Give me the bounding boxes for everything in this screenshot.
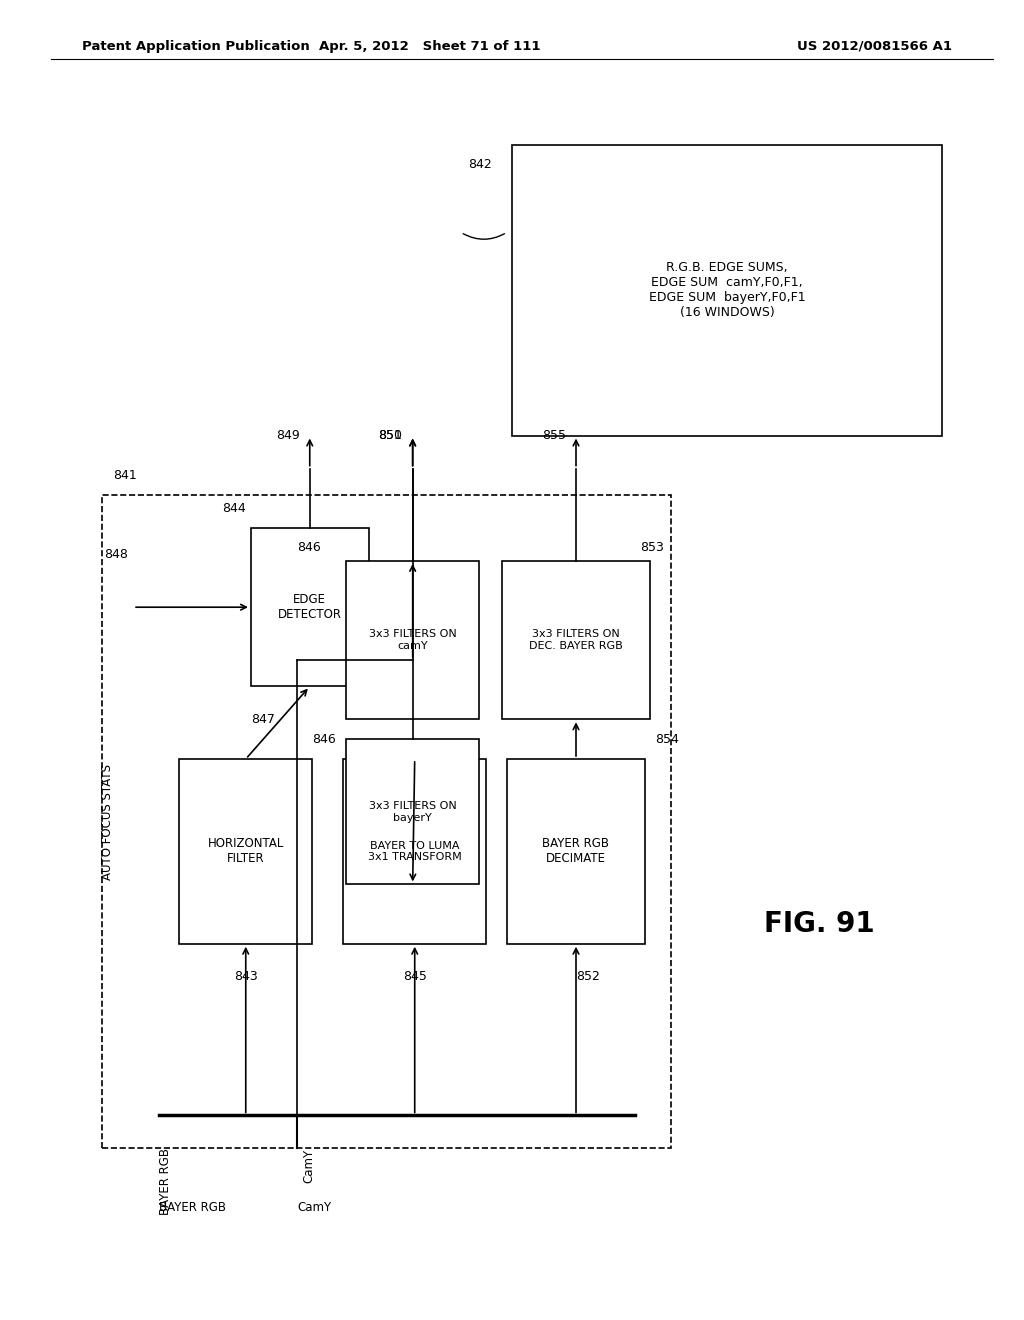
- Text: CamY: CamY: [302, 1148, 315, 1183]
- FancyBboxPatch shape: [343, 759, 486, 944]
- Text: 847: 847: [251, 713, 274, 726]
- FancyBboxPatch shape: [512, 145, 942, 436]
- FancyBboxPatch shape: [507, 759, 645, 944]
- Text: 846: 846: [312, 733, 336, 746]
- Text: Patent Application Publication: Patent Application Publication: [82, 40, 309, 53]
- Text: AUTO FOCUS STATS: AUTO FOCUS STATS: [101, 764, 114, 879]
- Text: 848: 848: [104, 548, 128, 561]
- Text: R.G.B. EDGE SUMS,
EDGE SUM  camY,F0,F1,
EDGE SUM  bayerY,F0,F1
(16 WINDOWS): R.G.B. EDGE SUMS, EDGE SUM camY,F0,F1, E…: [649, 261, 805, 319]
- FancyBboxPatch shape: [502, 561, 650, 719]
- FancyBboxPatch shape: [251, 528, 369, 686]
- FancyBboxPatch shape: [179, 759, 312, 944]
- Text: BAYER RGB
DECIMATE: BAYER RGB DECIMATE: [543, 837, 609, 866]
- Text: 854: 854: [655, 733, 679, 746]
- Text: 845: 845: [402, 970, 427, 983]
- Text: Apr. 5, 2012   Sheet 71 of 111: Apr. 5, 2012 Sheet 71 of 111: [319, 40, 541, 53]
- Text: 842: 842: [468, 158, 492, 172]
- Text: 843: 843: [233, 970, 258, 983]
- FancyBboxPatch shape: [102, 495, 671, 1148]
- FancyBboxPatch shape: [346, 561, 479, 719]
- Text: 3x3 FILTERS ON
camY: 3x3 FILTERS ON camY: [369, 630, 457, 651]
- FancyBboxPatch shape: [346, 739, 479, 884]
- Text: 849: 849: [275, 429, 299, 442]
- Text: 855: 855: [542, 429, 565, 442]
- Text: BAYER RGB: BAYER RGB: [159, 1148, 172, 1216]
- Text: 850: 850: [379, 429, 402, 442]
- Text: HORIZONTAL
FILTER: HORIZONTAL FILTER: [208, 837, 284, 866]
- Text: 851: 851: [379, 429, 402, 442]
- Text: 841: 841: [113, 469, 136, 482]
- Text: 3x3 FILTERS ON
DEC. BAYER RGB: 3x3 FILTERS ON DEC. BAYER RGB: [529, 630, 623, 651]
- Text: 844: 844: [222, 502, 246, 515]
- Text: FIG. 91: FIG. 91: [764, 909, 874, 939]
- Text: 3x3 FILTERS ON
bayerY: 3x3 FILTERS ON bayerY: [369, 801, 457, 822]
- Text: BAYER TO LUMA
3x1 TRANSFORM: BAYER TO LUMA 3x1 TRANSFORM: [368, 841, 462, 862]
- Text: 853: 853: [640, 541, 664, 554]
- Text: US 2012/0081566 A1: US 2012/0081566 A1: [798, 40, 952, 53]
- Text: 846: 846: [297, 541, 321, 554]
- Text: 852: 852: [575, 970, 600, 983]
- Text: EDGE
DETECTOR: EDGE DETECTOR: [278, 593, 342, 622]
- Text: CamY: CamY: [297, 1201, 331, 1214]
- Text: BAYER RGB: BAYER RGB: [159, 1201, 225, 1214]
